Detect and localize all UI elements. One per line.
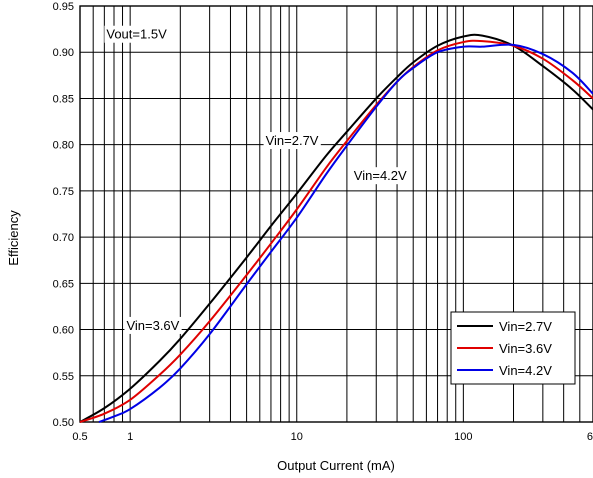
annotation: Vout=1.5V	[104, 25, 170, 43]
y-tick-label: 0.50	[53, 417, 74, 429]
x-tick-label: 1	[127, 431, 133, 443]
x-tick-labels: 0.5 1 10 100 6	[72, 431, 593, 443]
y-axis-label: Efficiency	[6, 210, 21, 266]
y-tick-label: 0.60	[53, 325, 74, 337]
x-axis-label: Output Current (mA)	[277, 458, 395, 473]
plot-frame	[79, 5, 593, 423]
y-tick-label: 0.75	[53, 186, 74, 198]
annotation: Vin=2.7V	[263, 132, 321, 150]
y-tick-label: 0.80	[53, 140, 74, 152]
series-line-2	[79, 39, 593, 423]
annotation-text: Vin=4.2V	[354, 168, 407, 183]
annotation-background	[104, 25, 170, 43]
annotation-text: Vin=3.6V	[126, 318, 179, 333]
y-tick-label: 0.85	[53, 93, 74, 105]
y-tick-label: 0.70	[53, 232, 74, 244]
y-tick-label: 0.95	[53, 1, 74, 13]
y-tick-label: 0.90	[53, 47, 74, 59]
y-tick-label: 0.55	[53, 371, 74, 383]
x-tick-label: 100	[454, 431, 472, 443]
x-tick-label: 10	[291, 431, 303, 443]
series-line-1	[79, 33, 593, 423]
annotation: Vin=4.2V	[351, 167, 410, 185]
legend-label: Vin=3.6V	[499, 341, 552, 356]
annotations: Vout=1.5V Vin=2.7V Vin=4.2V Vin=3.6V	[104, 25, 410, 334]
legend-label: Vin=4.2V	[499, 363, 552, 378]
annotation-background	[263, 132, 321, 150]
annotation-text: Vout=1.5V	[106, 27, 167, 42]
series-lines	[79, 33, 593, 423]
series-line-3	[98, 43, 593, 423]
y-tick-labels: 0.50 0.55 0.60 0.65 0.70 0.75 0.80 0.85 0.90 0.95	[53, 1, 74, 429]
legend-label: Vin=2.7V	[499, 319, 552, 334]
annotation-background	[351, 167, 410, 185]
legend: Vin=2.7V Vin=3.6V Vin=4.2V	[450, 311, 576, 385]
annotation: Vin=3.6V	[124, 316, 182, 334]
annotation-background	[124, 316, 182, 334]
annotation-text: Vin=2.7V	[266, 133, 319, 148]
x-tick-label: 0.5	[72, 431, 87, 443]
x-tick-label: 6	[587, 431, 593, 443]
y-tick-label: 0.65	[53, 278, 74, 290]
